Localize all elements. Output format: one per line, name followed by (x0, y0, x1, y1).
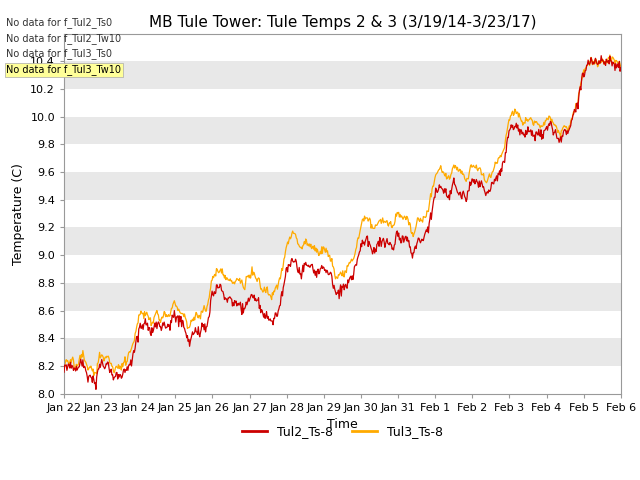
Bar (64, 117, 621, 144)
Tul3_Ts-8 (60, 366, 68, 372)
Tul3_Ts-8 (617, 64, 625, 70)
Tul2_Ts-8 (401, 237, 408, 242)
Tul3_Ts-8 (126, 349, 134, 355)
Tul3_Ts-8 (401, 213, 408, 219)
X-axis label: Time: Time (327, 418, 358, 431)
Bar (64, 172, 621, 200)
Legend: Tul2_Ts-8, Tul3_Ts-8: Tul2_Ts-8, Tul3_Ts-8 (237, 420, 448, 443)
Text: No data for f_Tul3_Tw10: No data for f_Tul3_Tw10 (6, 64, 122, 75)
Tul3_Ts-8 (606, 52, 614, 58)
Tul3_Ts-8 (277, 271, 285, 277)
Line: Tul3_Ts-8: Tul3_Ts-8 (64, 55, 621, 375)
Line: Tul2_Ts-8: Tul2_Ts-8 (64, 56, 621, 389)
Tul2_Ts-8 (617, 65, 625, 71)
Y-axis label: Temperature (C): Temperature (C) (12, 163, 25, 264)
Bar (64, 228, 621, 255)
Tul2_Ts-8 (256, 302, 264, 308)
Text: No data for f_Tul3_Ts0: No data for f_Tul3_Ts0 (6, 48, 113, 60)
Tul3_Ts-8 (228, 280, 236, 286)
Bar (64, 200, 621, 228)
Title: MB Tule Tower: Tule Temps 2 & 3 (3/19/14-3/23/17): MB Tule Tower: Tule Temps 2 & 3 (3/19/14… (148, 15, 536, 30)
Tul2_Ts-8 (92, 386, 100, 392)
Tul2_Ts-8 (277, 293, 285, 299)
Bar (64, 61, 621, 89)
Text: No data for f_Tul2_Tw10: No data for f_Tul2_Tw10 (6, 33, 122, 44)
Tul2_Ts-8 (126, 362, 134, 368)
Tul2_Ts-8 (60, 369, 68, 375)
Bar (64, 338, 621, 366)
Bar (64, 366, 621, 394)
Tul2_Ts-8 (597, 53, 605, 59)
Bar (64, 311, 621, 338)
Bar (64, 255, 621, 283)
Bar (64, 89, 621, 117)
Tul3_Ts-8 (432, 172, 440, 178)
Tul3_Ts-8 (90, 372, 98, 378)
Tul2_Ts-8 (432, 185, 440, 191)
Text: No data for f_Tul2_Ts0: No data for f_Tul2_Ts0 (6, 17, 113, 28)
Bar (64, 283, 621, 311)
Bar (64, 144, 621, 172)
Tul3_Ts-8 (256, 281, 264, 287)
Tul2_Ts-8 (228, 303, 236, 309)
